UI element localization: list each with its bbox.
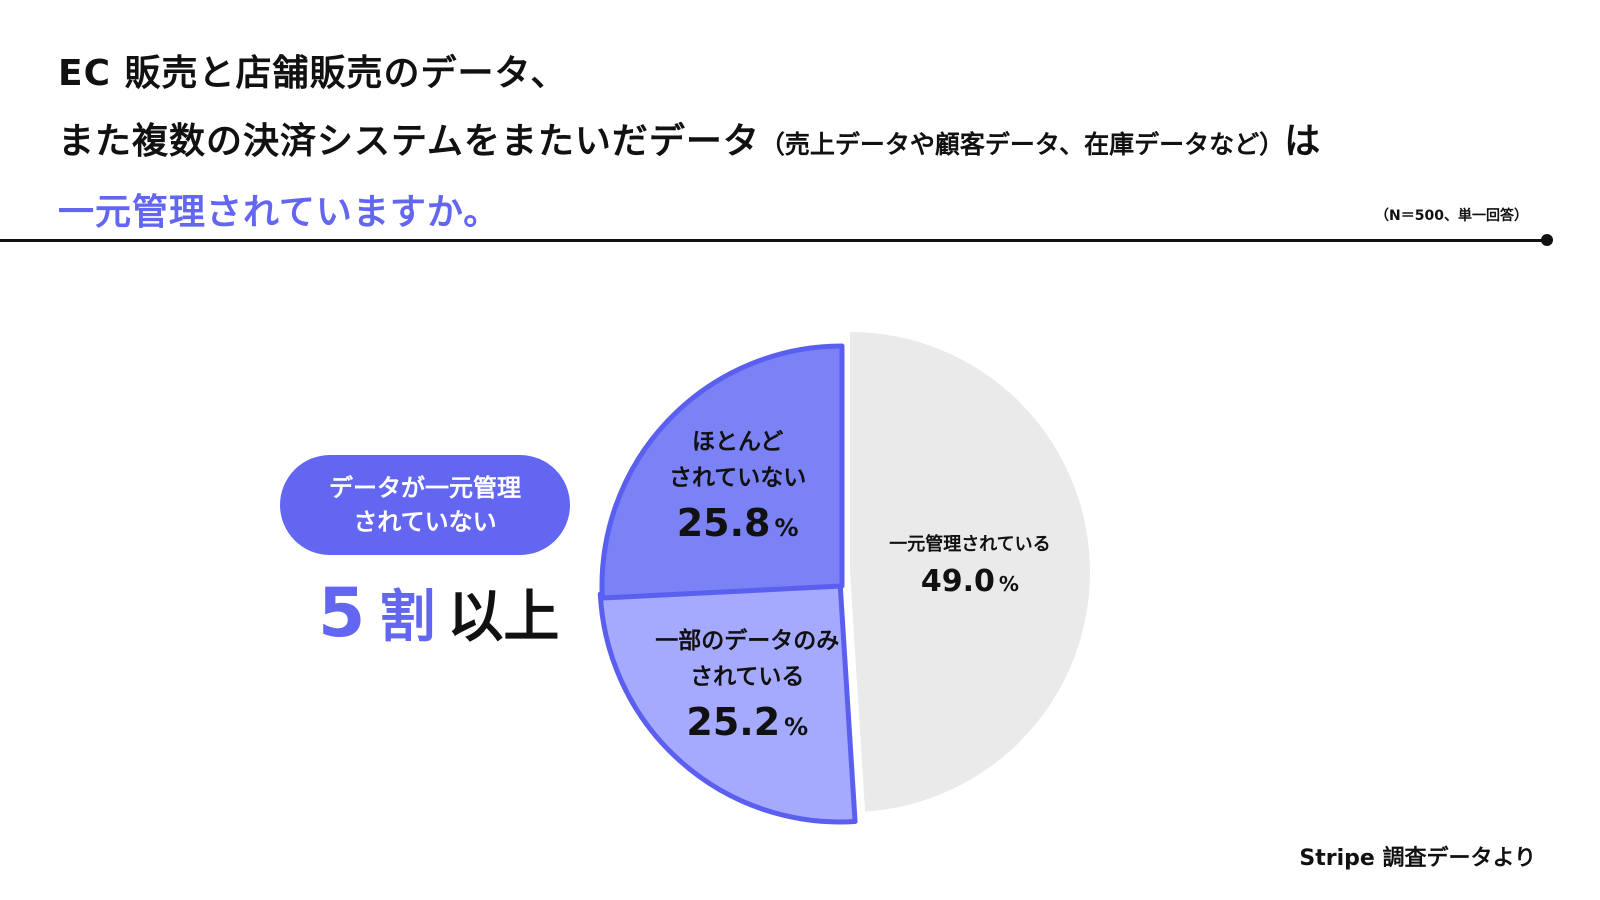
title-line-3-accent: 一元管理されていますか。 [58,192,501,233]
slice-value-unit: % [998,572,1019,597]
title-line-1: EC 販売と店舗販売のデータ、 [58,53,568,94]
title-line-2-end: は [1284,121,1322,162]
callout-number: 5 [318,574,366,653]
title-line-2-paren: （売上データや顧客データ、在庫データなど） [759,130,1285,159]
sample-note: （N＝500、単一回答） [1375,208,1528,224]
title-line-2: また複数の決済システムをまたいだデータ（売上データや顧客データ、在庫データなど）… [58,108,1321,179]
slice-value: 25.8% [669,496,806,555]
callout-pill: データが一元管理 されていない [280,455,570,555]
slice-value-unit: % [784,712,809,741]
slice-label-text: 一部のデータのみ [655,627,840,654]
slice-value: 49.0% [889,559,1050,607]
slice-value-number: 49.0 [920,564,995,600]
slice-label-partial: 一部のデータのみ されている 25.2% [655,623,839,754]
pie-slice-managed [850,332,1091,812]
divider-line [0,239,1547,242]
callout-big-text: 5 割以上 [318,572,559,653]
slice-label-text: 一元管理されている [889,534,1051,556]
slice-label-most-not: ほとんどされていない 25.8% [669,424,806,555]
slice-value-unit: % [774,513,799,542]
chart-title: EC 販売と店舗販売のデータ、 また複数の決済システムをまたいだデータ（売上デー… [58,40,1321,247]
slice-value-number: 25.8 [676,500,771,545]
callout-suffix: 以上 [447,585,560,650]
slice-label-managed: 一元管理されている 49.0% [889,531,1050,607]
source-note: Stripe 調査データより [1299,846,1536,871]
pie-slice-most-not [599,343,845,601]
slice-label-text-2: されていない [668,464,807,491]
slice-label-text-2: されている [690,663,805,690]
callout-unit: 割 [379,585,436,650]
slice-label-text: ほとんど [691,428,784,455]
slice-value: 25.2% [655,695,839,754]
slice-value-number: 25.2 [686,699,781,744]
callout-pill-line-1: データが一元管理 [329,474,521,502]
callout-pill-line-2: されていない [353,508,497,536]
divider-end-dot [1541,234,1553,246]
pie-slice-partial [597,579,858,825]
title-line-2-main: また複数の決済システムをまたいだデータ [58,121,760,162]
